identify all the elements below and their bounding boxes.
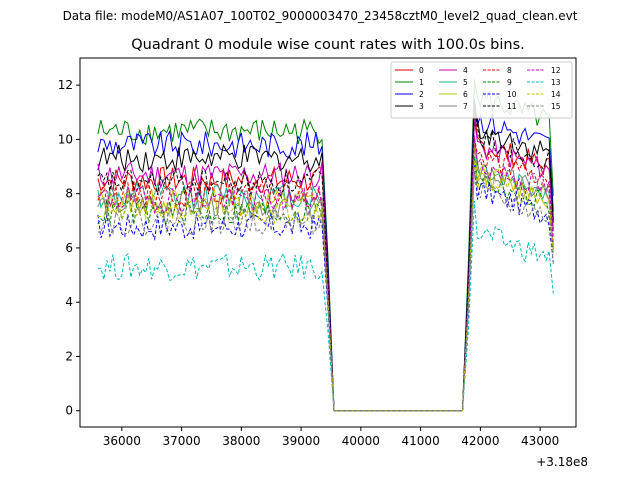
legend-label-11: 11 (507, 102, 517, 111)
legend-label-2: 2 (419, 90, 424, 99)
plot-frame (79, 57, 577, 428)
y-tick-label-10: 10 (58, 132, 73, 146)
legend-label-5: 5 (463, 78, 468, 87)
axes-layer: 36000 37000 38000 39000 40000 41000 42000 43000… (58, 57, 577, 448)
legend-label-3: 3 (419, 102, 424, 111)
legend-label-13: 13 (551, 78, 561, 87)
x-tick-label-36000: 36000 (103, 434, 141, 448)
series-layer (97, 79, 554, 412)
x-tick-label-38000: 38000 (222, 434, 260, 448)
figure-suptitle: Data file: modeM0/AS1A07_100T02_90000034… (63, 9, 578, 23)
series-line-2 (97, 98, 554, 412)
y-tick-label-4: 4 (65, 295, 73, 309)
legend-label-1: 1 (419, 78, 424, 87)
y-tick-label-0: 0 (65, 404, 73, 418)
legend-box (390, 61, 573, 119)
x-tick-label-40000: 40000 (342, 434, 380, 448)
series-line-15 (97, 171, 554, 412)
legend-label-7: 7 (463, 102, 468, 111)
legend-label-6: 6 (463, 90, 468, 99)
series-line-9 (97, 156, 554, 412)
series-line-4 (97, 120, 554, 412)
series-line-12 (97, 135, 554, 412)
legend-label-14: 14 (551, 90, 561, 99)
x-tick-label-37000: 37000 (162, 434, 200, 448)
series-line-13 (97, 200, 554, 412)
x-tick-label-43000: 43000 (521, 434, 559, 448)
legend-label-12: 12 (551, 66, 561, 75)
series-line-6 (97, 142, 554, 412)
y-tick-label-2: 2 (65, 349, 73, 363)
x-offset-label: +3.18e8 (536, 455, 588, 469)
x-tick-label-42000: 42000 (461, 434, 499, 448)
series-line-3 (97, 106, 554, 412)
legend-label-15: 15 (551, 102, 561, 111)
chart-title: Quadrant 0 module wise count rates with … (131, 37, 525, 53)
y-tick-label-8: 8 (65, 187, 73, 201)
y-tick-label-6: 6 (65, 241, 73, 255)
series-line-14 (97, 160, 554, 412)
legend-label-8: 8 (507, 66, 512, 75)
x-tick-label-39000: 39000 (282, 434, 320, 448)
series-line-11 (97, 108, 554, 412)
legend-label-4: 4 (463, 66, 468, 75)
series-line-10 (97, 165, 554, 412)
series-line-7 (97, 137, 554, 412)
y-tick-label-12: 12 (58, 78, 73, 92)
x-tick-label-41000: 41000 (402, 434, 440, 448)
legend-label-9: 9 (507, 78, 512, 87)
legend-label-10: 10 (507, 90, 517, 99)
legend-label-0: 0 (419, 66, 424, 75)
